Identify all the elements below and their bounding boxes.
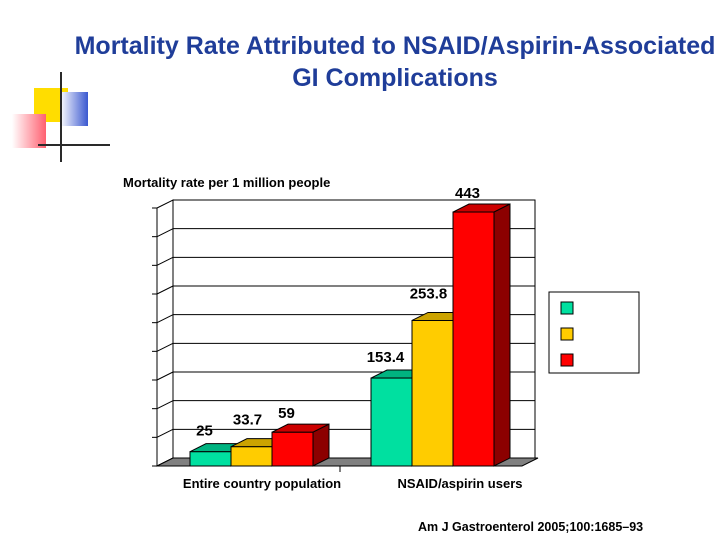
gridline-side <box>156 256 174 266</box>
logo-red-square <box>12 114 46 148</box>
gridline-side <box>156 400 174 410</box>
bar-front <box>230 446 273 467</box>
data-label: 153.4 <box>367 349 405 366</box>
bar-front <box>452 211 495 467</box>
data-label: 443 <box>455 185 480 202</box>
slide-title: Mortality Rate Attributed to NSAID/Aspir… <box>74 32 716 92</box>
citation: Am J Gastroenterol 2005;100:1685–93 <box>418 520 644 534</box>
data-label: 59 <box>278 405 295 422</box>
logo-vertical-line <box>60 72 62 162</box>
gridline-side <box>156 342 174 352</box>
legend-swatch <box>560 301 574 315</box>
x-tick-label: NSAID/aspirin users <box>398 476 523 491</box>
bar-side <box>312 423 330 467</box>
y-axis-label: Mortality rate per 1 million people <box>123 175 330 190</box>
bar-front <box>370 377 413 467</box>
x-tick-label: Entire country population <box>183 476 341 491</box>
gridline-side <box>156 371 174 381</box>
logo-horizontal-line <box>38 144 110 146</box>
bar-front <box>271 431 314 467</box>
decorative-logo <box>0 0 110 165</box>
data-label: 253.8 <box>410 285 448 302</box>
gridline-side <box>156 314 174 324</box>
legend-swatch <box>560 327 574 341</box>
gridline-side <box>156 228 174 238</box>
legend-swatch <box>560 353 574 367</box>
data-label: 25 <box>196 423 213 440</box>
bar-front <box>411 319 454 467</box>
logo-blue-square <box>60 92 88 126</box>
gridline-side <box>156 428 174 438</box>
data-label: 33.7 <box>233 412 262 429</box>
gridline-side <box>156 285 174 295</box>
plot-side-wall <box>156 199 174 467</box>
bar-front <box>189 451 232 467</box>
bar-side <box>493 203 511 467</box>
